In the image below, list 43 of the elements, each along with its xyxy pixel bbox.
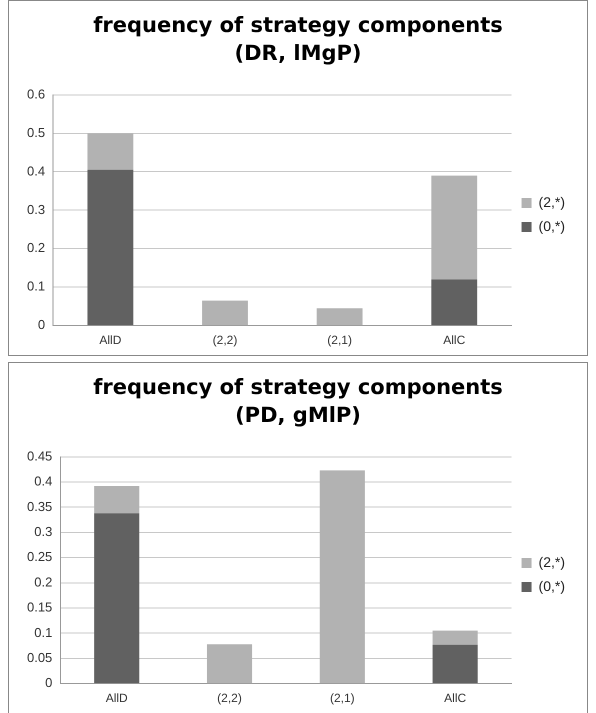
x-tick-label: AllD xyxy=(106,691,128,706)
y-tick-label: 0.4 xyxy=(34,474,52,489)
y-tick-label: 0.5 xyxy=(26,124,46,140)
bar xyxy=(432,644,478,684)
bar xyxy=(94,486,140,514)
bar xyxy=(206,644,252,684)
y-tick-label: 0 xyxy=(38,317,46,332)
legend-label: (2,*) xyxy=(538,554,566,570)
x-tick-label: (2,2) xyxy=(217,691,242,706)
y-tick-label: 0.4 xyxy=(26,163,46,178)
chart-title: frequency of strategy components (PD, gMlP) xyxy=(92,374,504,429)
y-tick-label: 0.1 xyxy=(26,278,46,294)
y-tick-label: 0.3 xyxy=(34,524,52,539)
bar xyxy=(431,279,478,326)
bar xyxy=(94,513,140,684)
y-tick-label: 0.2 xyxy=(26,240,46,256)
y-tick-label: 0.45 xyxy=(26,448,52,464)
bar xyxy=(431,176,478,280)
y-tick-label: 0.35 xyxy=(26,498,52,514)
x-tick-label: (2,1) xyxy=(327,333,352,348)
bar xyxy=(87,133,134,170)
x-tick-label: AllD xyxy=(99,333,122,348)
y-tick-label: 0.2 xyxy=(34,574,52,590)
y-tick-label: 0.3 xyxy=(26,202,46,217)
chart-title: frequency of strategy components (DR, lMgP) xyxy=(92,12,504,67)
legend-label: (2,*) xyxy=(538,194,566,210)
legend-label: (0,*) xyxy=(538,578,566,594)
x-tick-label: (2,1) xyxy=(330,691,355,706)
x-tick-label: AllC xyxy=(444,691,466,706)
x-tick-label: (2,2) xyxy=(212,333,238,348)
bar xyxy=(202,300,248,326)
y-tick-label: 0.15 xyxy=(26,600,52,615)
y-tick-label: 0.1 xyxy=(34,624,52,640)
legend-label: (0,*) xyxy=(538,218,566,234)
y-tick-label: 0.05 xyxy=(26,650,52,665)
bar xyxy=(432,630,478,645)
y-tick-label: 0 xyxy=(45,675,52,690)
bar xyxy=(316,308,363,326)
y-tick-label: 0.25 xyxy=(26,549,52,564)
x-tick-label: AllC xyxy=(443,333,466,348)
bar xyxy=(87,170,134,326)
y-tick-label: 0.6 xyxy=(26,86,46,102)
bar xyxy=(320,470,365,684)
